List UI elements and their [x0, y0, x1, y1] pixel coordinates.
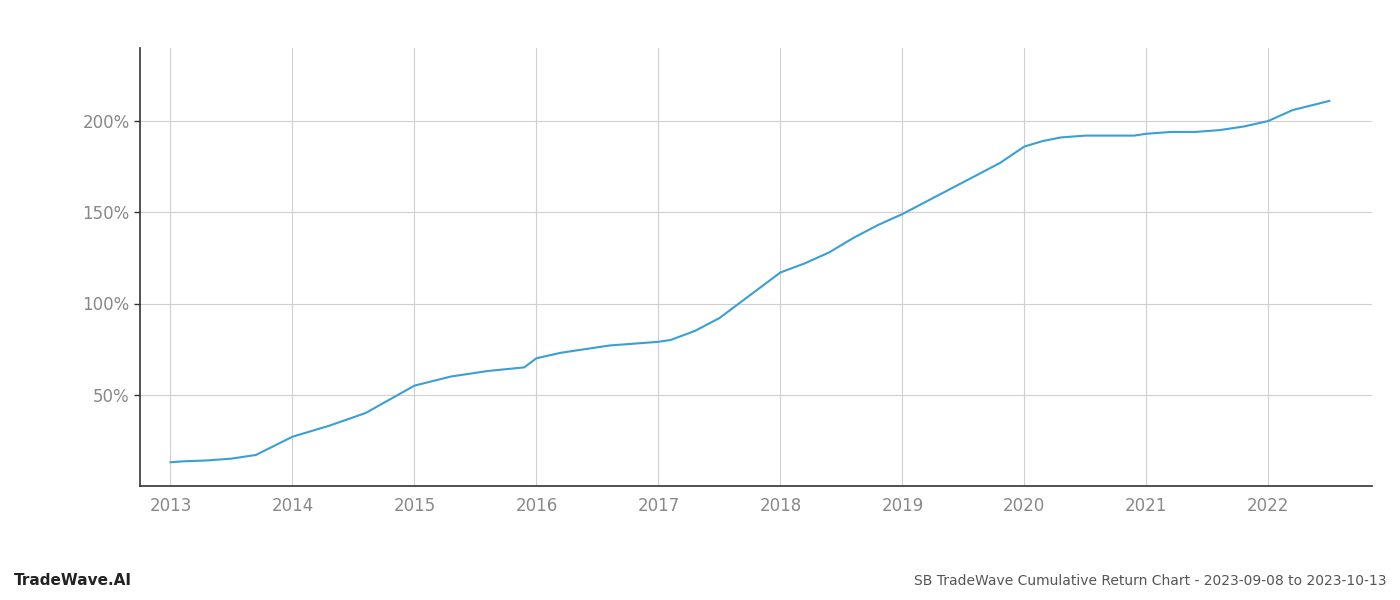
Text: TradeWave.AI: TradeWave.AI: [14, 573, 132, 588]
Text: SB TradeWave Cumulative Return Chart - 2023-09-08 to 2023-10-13: SB TradeWave Cumulative Return Chart - 2…: [913, 574, 1386, 588]
